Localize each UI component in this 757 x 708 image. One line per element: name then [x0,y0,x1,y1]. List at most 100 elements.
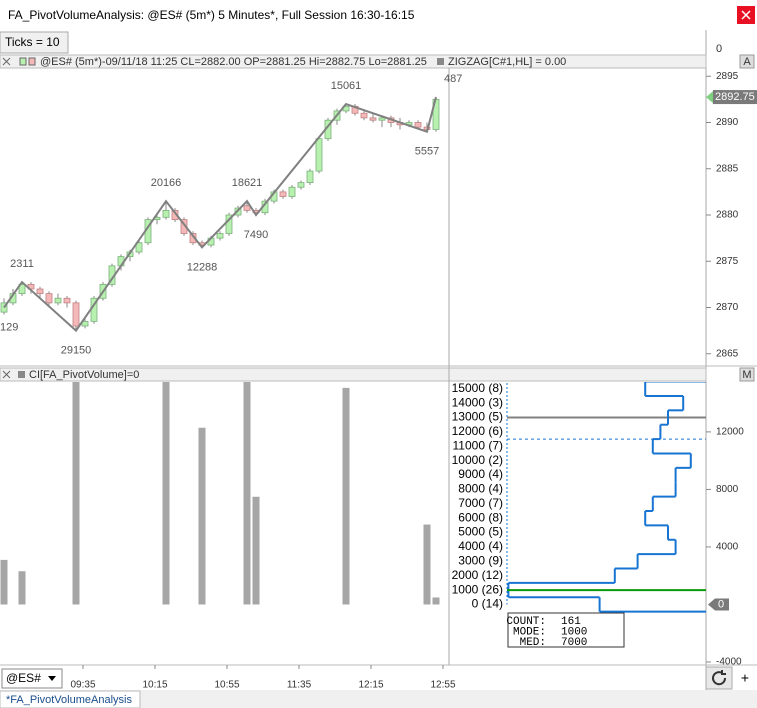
stat-value: 7000 [561,637,587,649]
price-button-label: A [743,56,751,68]
candle-body [360,112,368,119]
volume-bar [252,496,260,605]
volume-bar [198,427,206,605]
pivot-volume-label: 12288 [187,261,218,273]
candle-body [288,186,296,197]
volume-bar [243,382,251,605]
x-tick-label: 10:15 [142,680,167,691]
candle-body [378,117,386,121]
candle-body [225,214,233,234]
y-tick-label: 8000 [716,484,739,495]
tab-label: *FA_PivotVolumeAnalysis [6,694,132,706]
stat-value: 161 [561,616,581,628]
y-tick-label: 2880 [716,210,739,221]
study-legend [437,58,444,65]
stat-label: MED: [520,637,546,649]
last-price-arrow [706,91,713,104]
level-label: 14000 (3) [452,395,503,409]
level-label: 4000 (4) [458,539,503,553]
price-header-text: @ES# (5m*)-09/11/18 11:25 CL=2882.00 OP=… [40,56,427,68]
volume-button[interactable] [739,367,755,382]
zigzag-line [3,96,437,333]
tab[interactable] [0,690,141,708]
level-label: 9000 (4) [458,467,503,481]
pivot-volume-label: 129 [0,321,18,333]
volume-bar [0,559,8,605]
volume-header-text: CI[FA_PivotVolume]=0 [29,369,139,381]
level-label: 3000 (9) [458,554,503,568]
x-tick-label: 09:35 [70,680,95,691]
candle-body [279,191,287,197]
candle-body [162,209,170,218]
y-tick-label: 4000 [716,542,739,553]
level-label: 11000 (7) [453,438,503,452]
candle-body [315,138,323,172]
volume-bar [18,571,26,605]
last-price-marker [713,90,757,105]
level-label: 5000 (5) [458,525,503,539]
pane-close[interactable] [2,57,11,66]
y-tick-label: 12000 [716,427,744,438]
candle-body [297,182,305,188]
dropdown-arrow [48,676,56,681]
candle-body [36,288,44,295]
volume-bar [342,387,350,605]
candle-body [243,205,251,211]
volume-legend [18,371,25,378]
volume-plot [0,382,706,613]
close-button[interactable] [737,6,755,24]
candle-body [63,297,71,304]
pivot-volume-label: 20166 [151,177,182,189]
tab-bar [0,690,757,708]
y-tick-label: 2890 [716,117,739,128]
volume-bar [162,382,170,605]
level-label: 10000 (2) [452,453,503,467]
y-tick-label: 2885 [716,163,739,174]
ticks-label: Ticks = 10 [5,35,60,49]
y-tick-label: 2875 [716,256,739,267]
ticks-box [0,31,69,54]
study-label: ZIGZAG[C#1,HL] = 0.00 [448,56,566,68]
level-label: 0 (14) [472,597,503,611]
y-tick-label: 2865 [716,348,739,359]
symbol-dropdown[interactable] [1,668,63,689]
x-tick-label: 11:35 [287,680,312,691]
pivot-volume-label: 29150 [61,345,92,357]
legend-up [19,57,27,66]
volume-bar [432,597,440,605]
volume-button-label: M [742,369,751,381]
x-tick-label: 12:55 [430,680,455,691]
stats-box [507,612,625,648]
candle-body [45,293,53,304]
last-price-label: 2892.75 [715,91,755,103]
pivot-volume-label: 18621 [232,177,263,189]
refresh-button[interactable] [705,666,733,690]
candle-body [54,297,62,304]
y-tick-label: -4000 [716,657,742,668]
current-value-label: 0 [718,598,724,610]
stat-label: COUNT: [506,616,546,628]
x-tick-label: 12:15 [358,680,383,691]
add-button[interactable]: + [741,670,749,686]
pivot-volume-label: 2311 [10,258,34,270]
volume-bar [72,382,80,605]
pivot-volume-label: 7490 [244,229,268,241]
stat-label: MODE: [513,626,546,638]
level-label: 2000 (12) [452,568,503,582]
y-tick-label: 2895 [716,71,739,82]
candle-body [18,283,26,295]
candle-body [72,302,80,327]
level-label: 13000 (5) [452,410,503,424]
refresh-icon [712,670,727,686]
price-button[interactable] [739,54,755,69]
candle-body [369,117,377,121]
pane-close[interactable] [2,370,11,379]
level-label: 6000 (8) [458,510,503,524]
current-value-marker [708,598,729,611]
pivot-volume-label: 487 [444,73,462,85]
price-header [0,54,707,69]
level-label: 7000 (7) [458,496,503,510]
candle-body [306,170,314,184]
window-title: FA_PivotVolumeAnalysis: @ES# (5m*) 5 Min… [8,8,415,22]
